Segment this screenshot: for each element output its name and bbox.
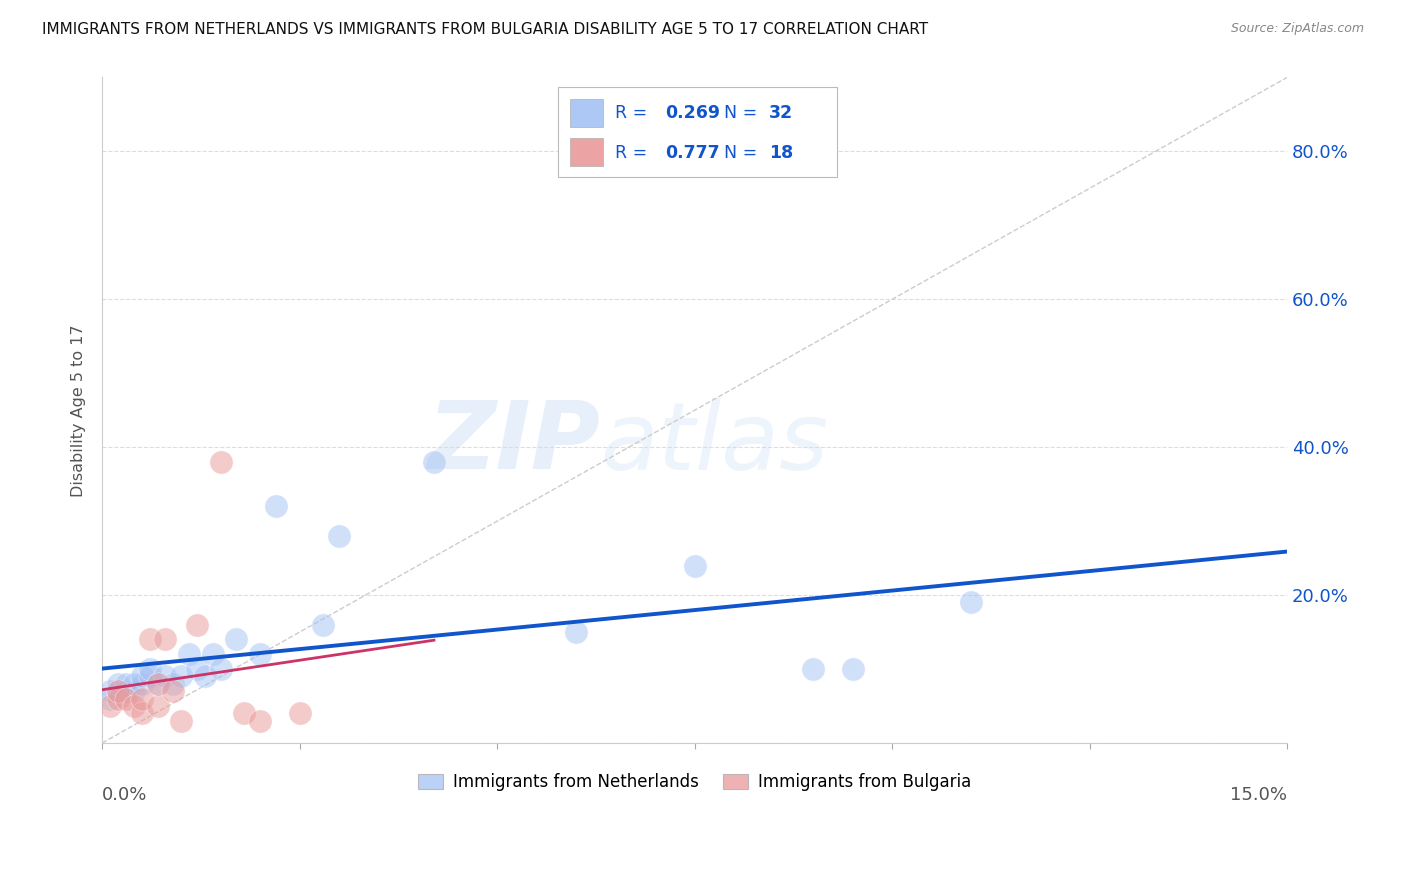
Text: N =: N = [724, 103, 763, 121]
Text: Source: ZipAtlas.com: Source: ZipAtlas.com [1230, 22, 1364, 36]
Point [264, 500, 287, 514]
Point [131, 691, 153, 706]
Point [249, 647, 271, 661]
Point [328, 529, 350, 543]
Point [98, 691, 121, 706]
Point [138, 669, 160, 683]
Point [801, 662, 824, 676]
Point [194, 669, 217, 683]
Point [155, 669, 177, 683]
Point [209, 455, 232, 469]
Point [98, 699, 121, 714]
Legend: Immigrants from Netherlands, Immigrants from Bulgaria: Immigrants from Netherlands, Immigrants … [411, 766, 979, 797]
Point [107, 684, 129, 698]
Point [155, 632, 177, 647]
Text: 0.0%: 0.0% [103, 786, 148, 805]
Point [423, 455, 446, 469]
Point [186, 662, 208, 676]
Point [107, 677, 129, 691]
Point [162, 684, 184, 698]
Point [131, 669, 153, 683]
Point [122, 677, 145, 691]
Point [841, 662, 863, 676]
Point [146, 677, 169, 691]
FancyBboxPatch shape [571, 99, 603, 128]
FancyBboxPatch shape [558, 87, 837, 178]
Point [131, 706, 153, 721]
Point [312, 617, 335, 632]
Point [960, 595, 983, 609]
Point [146, 677, 169, 691]
Point [115, 684, 138, 698]
Point [162, 677, 184, 691]
Point [138, 662, 160, 676]
Text: atlas: atlas [600, 398, 828, 489]
Point [146, 699, 169, 714]
Point [683, 558, 706, 573]
Point [233, 706, 256, 721]
FancyBboxPatch shape [571, 138, 603, 166]
Text: R =: R = [616, 144, 652, 161]
Text: R =: R = [616, 103, 652, 121]
Text: 18: 18 [769, 144, 793, 161]
Text: ZIP: ZIP [427, 398, 600, 490]
Text: 15.0%: 15.0% [1230, 786, 1286, 805]
Point [107, 691, 129, 706]
Point [249, 714, 271, 728]
Point [201, 647, 224, 661]
Point [170, 714, 193, 728]
Text: 0.269: 0.269 [665, 103, 720, 121]
Point [186, 617, 208, 632]
Point [177, 647, 200, 661]
Text: N =: N = [724, 144, 763, 161]
Text: 32: 32 [769, 103, 793, 121]
Point [225, 632, 247, 647]
Point [565, 625, 588, 640]
Point [122, 684, 145, 698]
Text: IMMIGRANTS FROM NETHERLANDS VS IMMIGRANTS FROM BULGARIA DISABILITY AGE 5 TO 17 C: IMMIGRANTS FROM NETHERLANDS VS IMMIGRANT… [42, 22, 928, 37]
Text: 0.777: 0.777 [665, 144, 720, 161]
Point [170, 669, 193, 683]
Point [115, 691, 138, 706]
Point [209, 662, 232, 676]
Point [98, 684, 121, 698]
Point [122, 699, 145, 714]
Point [107, 684, 129, 698]
Point [115, 677, 138, 691]
Point [131, 677, 153, 691]
Point [138, 632, 160, 647]
Y-axis label: Disability Age 5 to 17: Disability Age 5 to 17 [72, 324, 86, 497]
Point [288, 706, 311, 721]
